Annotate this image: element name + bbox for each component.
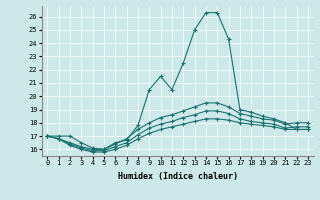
X-axis label: Humidex (Indice chaleur): Humidex (Indice chaleur) [118,172,237,181]
